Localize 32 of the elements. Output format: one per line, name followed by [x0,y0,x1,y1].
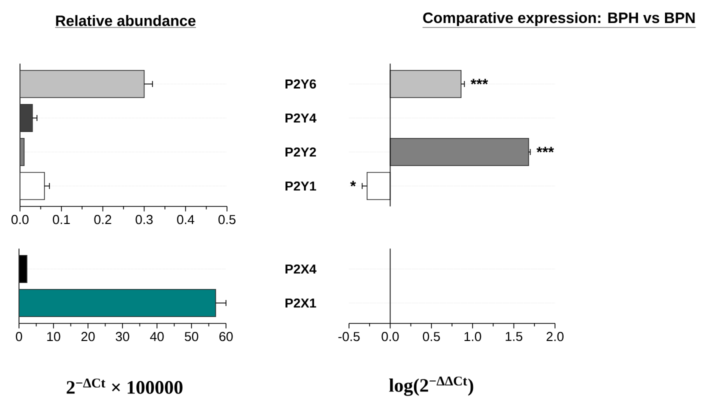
x-axis-title: 2$^{−ΔCt}$ × 100000 [66,378,182,394]
x-tick-label: 30 [116,332,130,342]
x-tick-label: 0.4 [177,214,194,224]
annotation: *** [536,146,554,152]
x-tick-label: 1.5 [506,332,522,342]
x-tick-label: 0.3 [136,214,153,224]
annotation: * [350,180,356,186]
x-tick-label: 50 [184,332,198,342]
chart-title: Relative abundance [56,15,196,26]
x-tick-label: 0.1 [52,214,70,224]
y-tick-label: P2Y2 [286,147,316,157]
x-tick-label: 40 [150,332,164,342]
y-tick-label: P2X1 [286,298,316,308]
x-tick-label: 60 [219,332,233,342]
x-tick-label: 0.0 [11,214,29,224]
x-tick-label: 0.2 [94,214,112,224]
x-tick-label: 0 [16,332,22,342]
x-tick-label: 0.5 [422,332,440,342]
x-tick-label: 2.0 [546,332,564,342]
x-axis-title: log(2$^{−ΔΔCt}$) [389,376,474,396]
x-tick-label: 1.0 [464,332,482,342]
x-tick-label: -0.5 [338,332,360,342]
x-tick-label: 0.0 [382,332,399,342]
y-tick-label: P2X4 [286,264,316,274]
y-tick-label: P2Y6 [286,79,316,89]
chart-title: Comparative expression: BPH vs BPN [423,12,695,26]
y-tick-label: P2Y1 [286,181,316,191]
x-tick-label: 0.5 [218,214,236,224]
x-tick-label: 20 [81,332,95,342]
annotation: *** [470,78,488,84]
x-tick-label: 10 [47,332,60,342]
y-tick-label: P2Y4 [286,113,316,123]
